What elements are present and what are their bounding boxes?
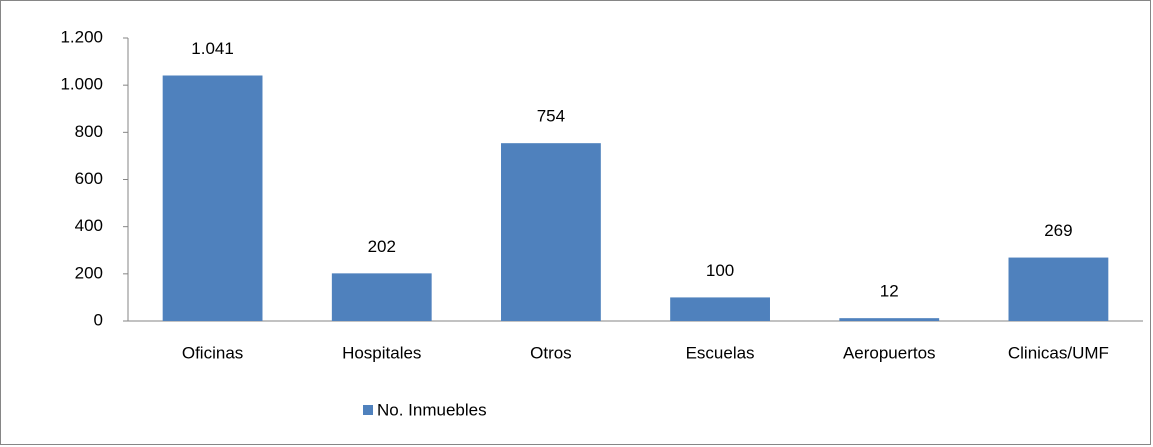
x-tick-label: Hospitales [342,343,421,362]
x-tick-label: Aeropuertos [843,343,936,362]
value-label: 202 [368,237,396,256]
value-label: 269 [1044,221,1072,240]
y-tick-label: 0 [94,310,103,329]
bar [1008,257,1109,321]
y-tick-label: 600 [75,169,103,188]
y-tick-label: 1.000 [60,75,103,94]
y-tick-label: 200 [75,263,103,282]
legend-swatch [363,405,373,415]
x-tick-label: Oficinas [182,343,243,362]
bar [331,273,432,321]
bar [501,143,601,321]
value-label: 1.041 [191,39,234,58]
y-tick-label: 800 [75,122,103,141]
bar [839,318,940,321]
x-tick-label: Escuelas [686,343,755,362]
bar [162,75,263,321]
y-tick-label: 400 [75,216,103,235]
y-tick-label: 1.200 [60,27,103,46]
x-tick-label: Clinicas/UMF [1008,343,1109,362]
bar [670,297,770,321]
value-label: 100 [706,261,734,280]
value-label: 12 [880,282,899,301]
legend-label: No. Inmuebles [377,400,487,419]
value-label: 754 [537,107,565,126]
x-tick-label: Otros [530,343,572,362]
